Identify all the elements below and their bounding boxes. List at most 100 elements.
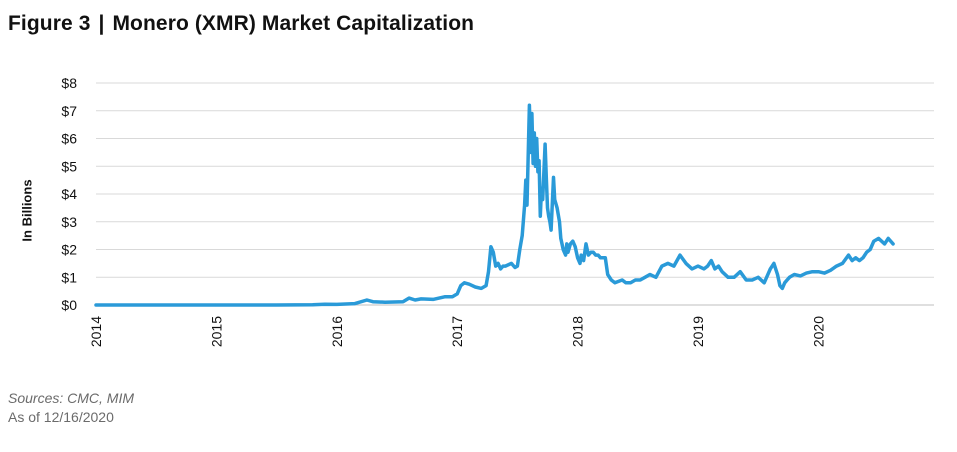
- data-point: [571, 239, 575, 243]
- data-point: [335, 303, 339, 306]
- data-point: [672, 264, 676, 268]
- data-point: [638, 278, 642, 282]
- data-point: [383, 300, 387, 304]
- data-point: [534, 164, 537, 168]
- data-point: [540, 187, 543, 190]
- y-tick-label: $1: [61, 269, 77, 285]
- data-point: [750, 278, 754, 282]
- data-point: [544, 175, 548, 179]
- data-point: [491, 250, 495, 254]
- data-point: [780, 286, 784, 290]
- data-point: [817, 270, 820, 274]
- data-point: [872, 239, 876, 243]
- data-point: [613, 281, 617, 285]
- y-axis-ticks: $0 $1 $2 $3 $4 $5 $6 $7 $8: [61, 75, 77, 313]
- data-point: [857, 259, 861, 262]
- data-point: [696, 264, 700, 268]
- data-point: [589, 250, 593, 254]
- data-point: [690, 267, 694, 271]
- data-point: [666, 261, 670, 265]
- data-point: [582, 259, 586, 262]
- y-tick-label: $0: [61, 297, 77, 313]
- y-tick-label: $6: [61, 131, 77, 147]
- data-point: [835, 264, 838, 268]
- data-point: [494, 264, 498, 268]
- sources-note: Sources: CMC, MIM: [8, 390, 135, 406]
- data-point: [579, 253, 583, 257]
- data-point: [450, 295, 454, 299]
- data-point: [865, 250, 868, 254]
- data-point: [532, 131, 536, 135]
- data-point: [804, 271, 808, 275]
- data-point: [528, 103, 531, 107]
- data-point: [706, 264, 710, 268]
- data-point: [353, 302, 357, 306]
- data-point: [850, 259, 854, 262]
- data-point: [861, 256, 865, 260]
- data-point: [215, 303, 218, 307]
- data-point: [788, 275, 791, 279]
- data-point: [648, 273, 652, 276]
- data-point: [552, 175, 555, 179]
- x-tick-label: 2014: [88, 316, 104, 347]
- data-point: [829, 268, 832, 272]
- data-point: [467, 282, 471, 286]
- data-point: [810, 270, 814, 274]
- data-point: [601, 256, 605, 260]
- x-tick-label: 2015: [208, 316, 224, 347]
- data-point: [847, 253, 850, 257]
- data-point: [523, 203, 527, 207]
- data-point: [603, 256, 607, 260]
- data-point: [629, 281, 632, 285]
- data-point: [501, 264, 505, 268]
- series-layer: [94, 103, 895, 307]
- data-point: [720, 270, 724, 274]
- data-point: [553, 198, 557, 201]
- data-point: [499, 267, 502, 271]
- data-point: [558, 220, 561, 224]
- data-point: [654, 275, 658, 279]
- data-point: [854, 256, 858, 260]
- data-point: [94, 303, 98, 307]
- data-point: [443, 295, 447, 299]
- data-point: [566, 250, 570, 254]
- data-point: [617, 280, 620, 283]
- data-point: [756, 275, 760, 279]
- data-point: [541, 198, 545, 201]
- data-point: [660, 264, 664, 268]
- y-tick-label: $2: [61, 242, 77, 258]
- data-point: [823, 271, 826, 275]
- data-point: [520, 234, 524, 238]
- data-point: [762, 281, 766, 285]
- x-tick-label: 2020: [810, 316, 826, 347]
- data-point: [573, 245, 577, 249]
- data-point: [713, 267, 717, 271]
- data-point: [154, 303, 158, 307]
- data-point: [599, 256, 602, 260]
- data-point: [489, 245, 493, 249]
- data-point: [413, 298, 417, 302]
- data-point: [561, 248, 565, 251]
- data-point: [419, 297, 423, 301]
- data-point: [530, 112, 534, 115]
- figure-separator: |: [98, 12, 105, 35]
- series-line: [94, 103, 895, 307]
- data-point: [841, 261, 844, 265]
- data-point: [431, 298, 435, 301]
- as-of-note: As of 12/16/2020: [8, 409, 114, 425]
- data-point: [479, 286, 483, 290]
- x-tick-label: 2018: [570, 316, 586, 347]
- figure-title-text: Monero (XMR) Market Capitalization: [112, 12, 475, 35]
- data-point: [516, 264, 519, 268]
- data-point: [487, 270, 490, 274]
- data-point: [459, 284, 463, 287]
- data-point: [524, 178, 528, 182]
- figure-title: Figure 3 | Monero (XMR) Market Capitalizat…: [8, 12, 474, 36]
- data-point: [555, 206, 559, 210]
- data-point: [509, 261, 513, 265]
- data-point: [785, 278, 789, 282]
- data-point: [606, 273, 610, 276]
- data-point: [620, 278, 624, 282]
- data-point: [371, 300, 375, 304]
- data-point: [868, 248, 872, 251]
